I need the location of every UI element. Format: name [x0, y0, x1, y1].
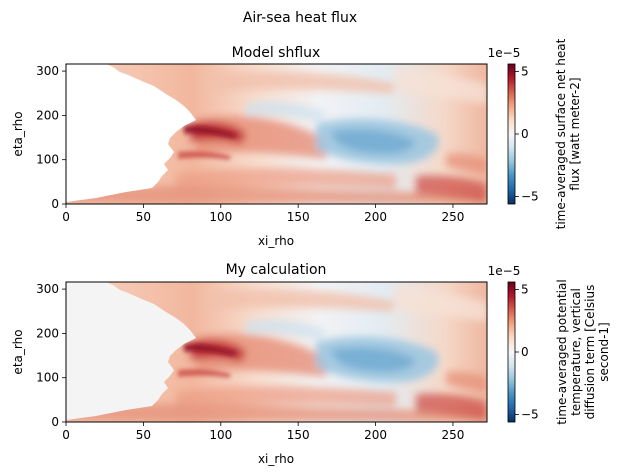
heatmap-plot-area: 0 50 100 150 200 250 0 100 200 300 [36, 281, 488, 442]
colorbar-tick-label: 0 [521, 345, 529, 359]
y-tick-label: 200 [36, 108, 59, 122]
colorbar-offset-text: 1e−5 [488, 46, 521, 60]
colorbar-gradient [507, 63, 516, 205]
y-tick-label: 0 [51, 197, 59, 211]
x-tick-label: 200 [364, 428, 387, 442]
colorbar: 5 0 −5 1e−5 [488, 46, 539, 205]
y-tick-label: 0 [51, 415, 59, 429]
land-mask [66, 64, 196, 202]
x-tick-label: 100 [209, 428, 232, 442]
x-axis-label: xi_rho [258, 234, 294, 248]
colorbar-tick-label: 5 [521, 65, 529, 79]
x-tick-label: 150 [287, 210, 310, 224]
y-tick-label: 200 [36, 326, 59, 340]
panel-title: My calculation [226, 262, 327, 278]
x-tick-label: 100 [209, 210, 232, 224]
heatmap-plot-area: 0 50 100 150 200 250 0 100 200 300 [36, 63, 488, 224]
panel-title: Model shflux [232, 45, 321, 61]
colorbar-tick-label: 0 [521, 127, 529, 141]
colorbar-offset-text: 1e−5 [488, 264, 521, 278]
y-tick-label: 300 [36, 282, 59, 296]
x-tick-label: 0 [62, 428, 70, 442]
x-tick-label: 50 [136, 210, 151, 224]
x-tick-label: 250 [441, 428, 464, 442]
y-axis-label: eta_rho [11, 329, 25, 374]
y-tick-label: 300 [36, 64, 59, 78]
y-axis-label: eta_rho [11, 111, 25, 156]
colorbar-label: time-averaged potentialtemperature, vert… [555, 279, 611, 424]
y-tick-label: 100 [36, 153, 59, 167]
y-tick-label: 100 [36, 371, 59, 385]
land-mask [66, 282, 196, 420]
panel-model-shflux: Model shflux 0 50 100 150 200 250 0100200300 … [11, 38, 582, 248]
panel-my-calculation: My calculation 0 50 100 150 200 250 010020030… [11, 262, 611, 466]
colorbar-tick-label: −5 [521, 190, 539, 204]
colorbar-tick-label: −5 [521, 408, 539, 422]
x-tick-label: 200 [364, 210, 387, 224]
x-tick-label: 250 [441, 210, 464, 224]
x-tick-label: 0 [62, 210, 70, 224]
colorbar-tick-label: 5 [521, 283, 529, 297]
colorbar-gradient [507, 281, 516, 423]
x-tick-label: 50 [136, 428, 151, 442]
x-axis-label: xi_rho [258, 452, 294, 466]
colorbar: 5 0 −5 1e−5 [488, 264, 539, 423]
figure-suptitle: Air-sea heat flux [243, 10, 357, 26]
x-tick-label: 150 [287, 428, 310, 442]
colorbar-label: time-averaged surface net heatflux [watt… [554, 38, 582, 229]
